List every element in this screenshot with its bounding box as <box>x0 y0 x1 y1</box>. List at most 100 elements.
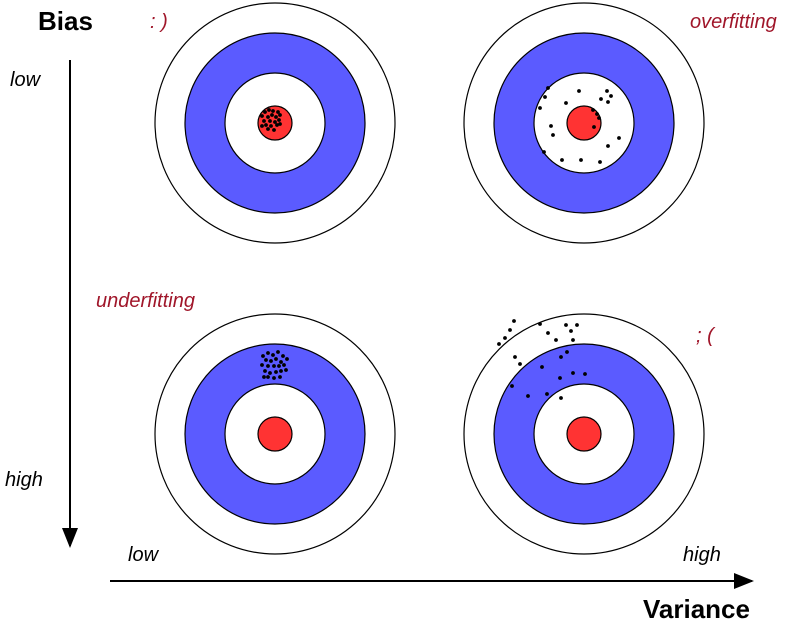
hit-dot <box>281 354 285 358</box>
hit-dot <box>542 150 546 154</box>
hit-dot <box>263 110 267 114</box>
hit-dot <box>609 94 613 98</box>
hit-dot <box>554 338 558 342</box>
hit-dot <box>285 357 289 361</box>
target-high-bias-high-variance <box>463 313 705 555</box>
hit-dot <box>546 86 550 90</box>
hit-dot <box>262 119 266 123</box>
hit-dot <box>545 392 549 396</box>
hit-dot <box>538 106 542 110</box>
target-low-bias-low-variance <box>154 2 396 244</box>
hit-dot <box>262 375 266 379</box>
hit-dot <box>260 363 264 367</box>
hit-dot <box>569 329 573 333</box>
hit-dot <box>549 124 553 128</box>
hit-dot <box>264 123 268 127</box>
hit-dot <box>274 115 278 119</box>
hit-dot <box>513 355 517 359</box>
hit-dot <box>260 124 264 128</box>
hits-low-bias-high-variance <box>538 86 621 164</box>
hit-dot <box>598 160 602 164</box>
hit-dot <box>559 396 563 400</box>
hit-dot <box>564 101 568 105</box>
hit-dot <box>575 323 579 327</box>
hit-dot <box>278 113 282 117</box>
hit-dot <box>273 120 277 124</box>
hits-low-bias-low-variance <box>260 108 282 132</box>
hit-dot <box>266 127 270 131</box>
hit-dot <box>551 133 555 137</box>
hit-dot <box>266 375 270 379</box>
variance-high-label: high <box>683 544 721 566</box>
hit-dot <box>558 376 562 380</box>
hit-dot <box>595 112 599 116</box>
hit-dot <box>560 158 564 162</box>
hit-dot <box>571 338 575 342</box>
target-bullseye <box>257 416 293 452</box>
hit-dot <box>272 128 276 132</box>
hit-dot <box>261 354 265 358</box>
target-high-bias-low-variance <box>154 313 396 555</box>
hit-dot <box>538 322 542 326</box>
hit-dot <box>592 125 596 129</box>
hit-dot <box>606 100 610 104</box>
hit-dot <box>268 371 272 375</box>
hit-dot <box>599 97 603 101</box>
hits-high-bias-low-variance <box>260 350 289 380</box>
hit-dot <box>540 365 544 369</box>
hit-dot <box>591 108 595 112</box>
hit-dot <box>266 115 270 119</box>
hit-dot <box>277 118 281 122</box>
hit-dot <box>564 323 568 327</box>
bias-axis-title: Bias <box>38 6 93 36</box>
hit-dot <box>503 336 507 340</box>
hit-dot <box>583 372 587 376</box>
hit-dot <box>510 384 514 388</box>
hit-dot <box>267 108 271 112</box>
hit-dot <box>260 114 264 118</box>
hit-dot <box>266 351 270 355</box>
hit-dot <box>546 331 550 335</box>
hit-dot <box>274 357 278 361</box>
variance-low-label: low <box>128 544 160 566</box>
hit-dot <box>264 358 268 362</box>
hit-dot <box>278 375 282 379</box>
hit-dot <box>571 371 575 375</box>
hit-dot <box>279 369 283 373</box>
hit-dot <box>275 123 279 127</box>
hit-dot <box>605 89 609 93</box>
overfitting-note: overfitting <box>690 11 777 33</box>
variance-axis-title: Variance <box>643 594 750 624</box>
hit-dot <box>269 124 273 128</box>
hit-dot <box>606 144 610 148</box>
hit-dot <box>269 359 273 363</box>
hit-dot <box>579 158 583 162</box>
hit-dot <box>277 364 281 368</box>
hit-dot <box>565 350 569 354</box>
underfitting-note: underfitting <box>96 290 195 312</box>
hit-dot <box>271 353 275 357</box>
hit-dot <box>284 368 288 372</box>
hit-dot <box>276 110 280 114</box>
happy-face-note: : ) <box>150 11 168 33</box>
hit-dot <box>278 122 282 126</box>
hit-dot <box>617 136 621 140</box>
hits-high-bias-high-variance <box>497 319 587 400</box>
hit-dot <box>282 363 286 367</box>
hit-dot <box>272 376 276 380</box>
hit-dot <box>512 319 516 323</box>
hit-dot <box>271 109 275 113</box>
hit-dot <box>274 370 278 374</box>
target-bullseye <box>566 105 602 141</box>
hit-dot <box>266 364 270 368</box>
sad-face-note: ; ( <box>696 325 716 347</box>
hit-dot <box>526 394 530 398</box>
hit-dot <box>263 369 267 373</box>
hit-dot <box>279 360 283 364</box>
hit-dot <box>497 342 501 346</box>
hit-dot <box>543 95 547 99</box>
bias-high-label: high <box>5 469 43 491</box>
hit-dot <box>559 355 563 359</box>
hit-dot <box>276 350 280 354</box>
bias-low-label: low <box>10 69 42 91</box>
